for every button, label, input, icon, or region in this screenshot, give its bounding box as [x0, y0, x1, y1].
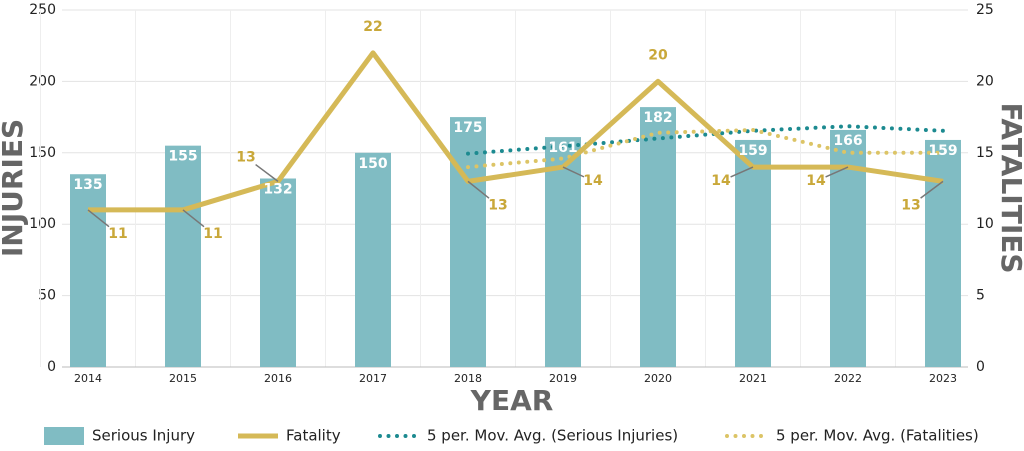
x-tick-label: 2017	[359, 372, 387, 385]
label-leader	[87, 209, 110, 228]
x-tick-label: 2015	[169, 372, 197, 385]
fatality-value-label: 13	[488, 197, 507, 213]
legend-label: 5 per. Mov. Avg. (Serious Injuries)	[427, 427, 678, 445]
bar-value-label: 182	[643, 110, 672, 126]
y-tick-label: 250	[29, 2, 56, 18]
fatality-value-label: 14	[711, 173, 731, 189]
bar	[925, 139, 961, 367]
fatality-value-label: 13	[236, 149, 255, 165]
y2-tick-label: 25	[976, 2, 994, 18]
legend-label: 5 per. Mov. Avg. (Fatalities)	[776, 427, 979, 445]
bar	[450, 117, 486, 367]
label-leader	[730, 166, 754, 178]
fatality-value-label: 22	[363, 19, 382, 35]
fatality-line	[88, 50, 944, 213]
y2-tick-label: 10	[976, 216, 994, 232]
x-tick-label: 2022	[834, 372, 862, 385]
bar	[260, 178, 296, 367]
bar-value-label: 150	[358, 156, 387, 172]
moving-average-line	[466, 124, 945, 156]
bar-value-label: 161	[548, 140, 577, 156]
y-axis-title: INJURIES	[0, 119, 29, 257]
label-leader	[467, 180, 490, 199]
bar	[70, 174, 106, 367]
fatality-value-label: 14	[806, 173, 826, 189]
fatality-value-label: 14	[583, 173, 603, 189]
x-axis-title: YEAR	[470, 384, 554, 417]
bar	[545, 137, 581, 367]
y2-tick-label: 15	[976, 145, 994, 161]
x-tick-label: 2021	[739, 372, 767, 385]
y-tick-label: 150	[29, 145, 56, 161]
bar-value-label: 166	[833, 133, 862, 149]
bar-value-label: 175	[453, 120, 482, 136]
fatality-value-label: 20	[648, 47, 668, 63]
label-leader	[182, 209, 205, 228]
bar	[165, 145, 201, 367]
bar-value-label: 135	[73, 177, 102, 193]
x-tick-label: 2019	[549, 372, 577, 385]
y-tick-label: 100	[29, 216, 56, 232]
bar-value-label: 155	[168, 149, 197, 165]
y2-tick-label: 0	[976, 359, 985, 375]
bar-value-label: 159	[928, 143, 957, 159]
x-tick-label: 2014	[74, 372, 102, 385]
y-tick-label: 0	[47, 359, 56, 375]
bar	[640, 107, 676, 367]
bar-value-label: 159	[738, 143, 767, 159]
x-tick-label: 2016	[264, 372, 292, 385]
fatality-value-label: 11	[108, 226, 127, 242]
label-leader	[562, 166, 585, 178]
y-tick-label: 200	[29, 73, 56, 89]
y2-tick-label: 20	[976, 73, 994, 89]
fatality-value-label: 13	[901, 197, 920, 213]
legend-label: Serious Injury	[92, 427, 195, 445]
y2-axis-title: FATALITIES	[995, 102, 1024, 273]
y-tick-label: 50	[38, 288, 56, 304]
bar	[355, 152, 391, 367]
x-tick-label: 2020	[644, 372, 672, 385]
legend-label: Fatality	[286, 427, 341, 445]
y2-tick-label: 5	[976, 288, 985, 304]
x-tick-label: 2023	[929, 372, 957, 385]
legend-swatch	[44, 427, 84, 445]
x-tick-label: 2018	[454, 372, 482, 385]
bar	[735, 139, 771, 367]
label-leader	[255, 163, 279, 182]
label-leader	[825, 166, 849, 178]
bar-value-label: 132	[263, 182, 292, 198]
label-leader	[920, 180, 944, 199]
fatality-value-label: 11	[203, 226, 222, 242]
